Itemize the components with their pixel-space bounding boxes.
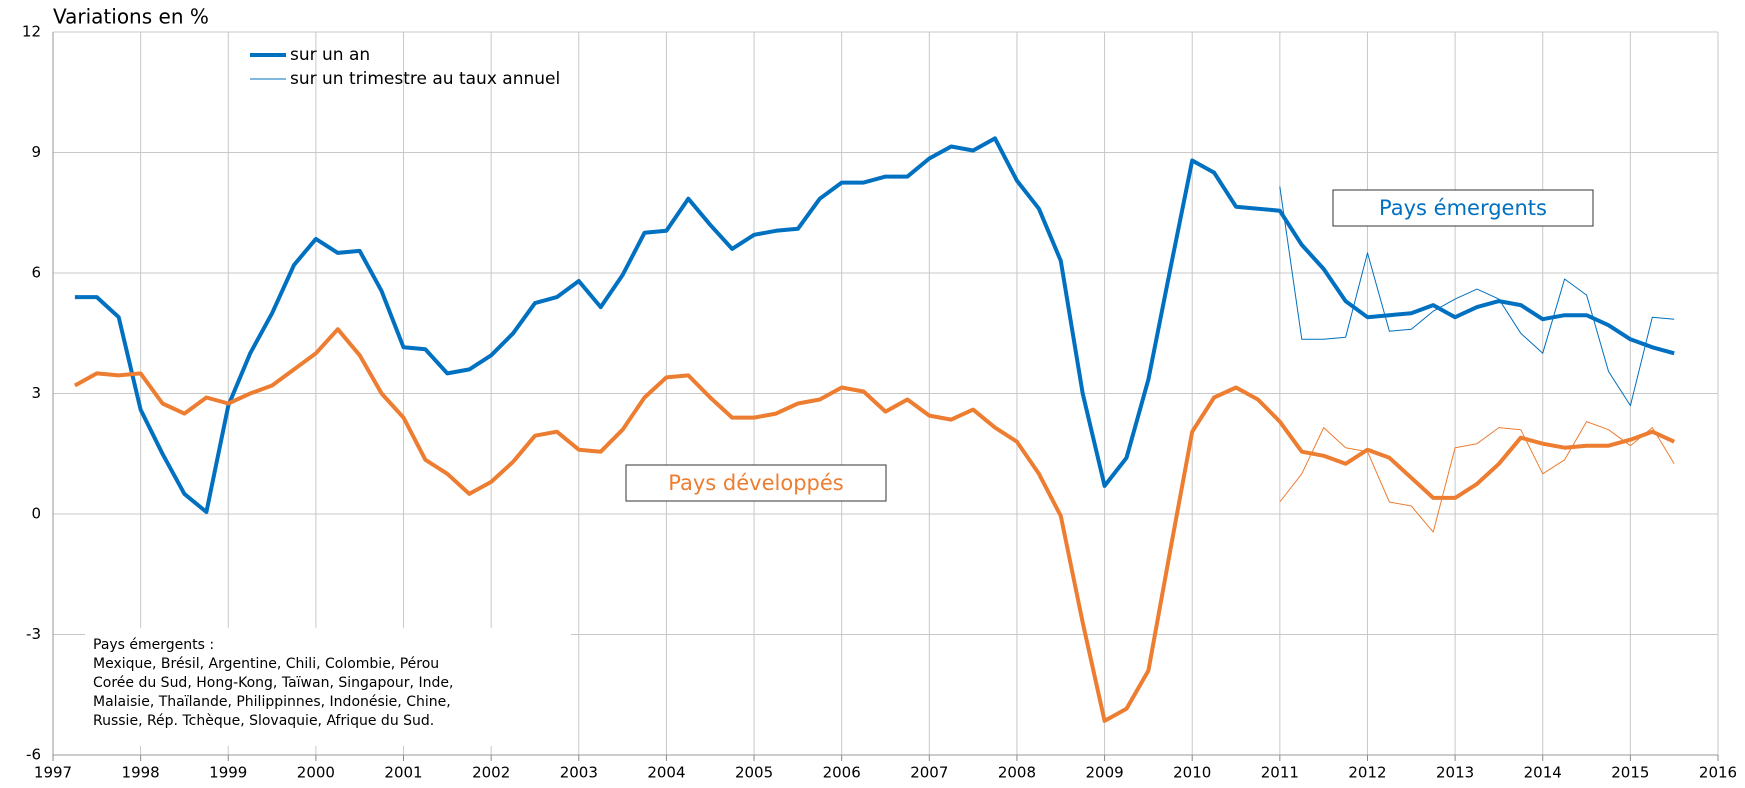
note-line: Malaisie, Thaïlande, Philippinnes, Indon… xyxy=(93,694,451,710)
y-tick-label: -6 xyxy=(26,746,41,764)
x-tick-label: 2005 xyxy=(735,764,773,782)
note-line: Russie, Rép. Tchèque, Slovaquie, Afrique… xyxy=(93,713,434,729)
x-tick-label: 2004 xyxy=(647,764,685,782)
y-tick-label: 9 xyxy=(31,143,41,161)
note-line: Mexique, Brésil, Argentine, Chili, Colom… xyxy=(93,656,439,672)
x-tick-label: 2003 xyxy=(560,764,598,782)
x-tick-label: 2011 xyxy=(1261,764,1299,782)
y-tick-label: 0 xyxy=(31,505,41,523)
y-tick-label: 3 xyxy=(31,384,41,402)
x-tick-label: 2010 xyxy=(1173,764,1211,782)
x-tick-label: 2012 xyxy=(1348,764,1386,782)
x-tick-label: 2007 xyxy=(910,764,948,782)
x-tick-label: 2001 xyxy=(384,764,422,782)
series-line xyxy=(74,136,1675,514)
x-tick-label: 2009 xyxy=(1085,764,1123,782)
y-tick-label: 12 xyxy=(22,23,41,41)
x-tick-label: 2006 xyxy=(823,764,861,782)
annotation: Pays émergents xyxy=(1379,196,1547,220)
x-tick-label: 1998 xyxy=(122,764,160,782)
series-line xyxy=(1279,186,1675,407)
x-tick-label: 1997 xyxy=(34,764,72,782)
legend-label: sur un trimestre au taux annuel xyxy=(290,69,560,89)
note-box xyxy=(85,628,571,746)
x-tick-label: 1999 xyxy=(209,764,247,782)
y-tick-label: -3 xyxy=(26,625,41,643)
y-axis-title: Variations en % xyxy=(53,5,209,29)
x-tick-label: 2008 xyxy=(998,764,1036,782)
note-line: Corée du Sud, Hong-Kong, Taïwan, Singapo… xyxy=(93,675,453,691)
x-tick-label: 2013 xyxy=(1436,764,1474,782)
annotation-box xyxy=(1332,189,1594,227)
x-tick-label: 2000 xyxy=(297,764,335,782)
series-line xyxy=(73,327,1676,723)
y-tick-label: 6 xyxy=(31,264,41,282)
series-line xyxy=(1279,421,1675,533)
note-line: Pays émergents : xyxy=(93,637,214,653)
x-tick-label: 2015 xyxy=(1611,764,1649,782)
x-tick-label: 2014 xyxy=(1524,764,1562,782)
legend-label: sur un an xyxy=(290,45,370,65)
x-tick-label: 2002 xyxy=(472,764,510,782)
x-tick-label: 2016 xyxy=(1699,764,1737,782)
annotation: Pays développés xyxy=(668,471,843,495)
annotation-box xyxy=(625,464,887,502)
